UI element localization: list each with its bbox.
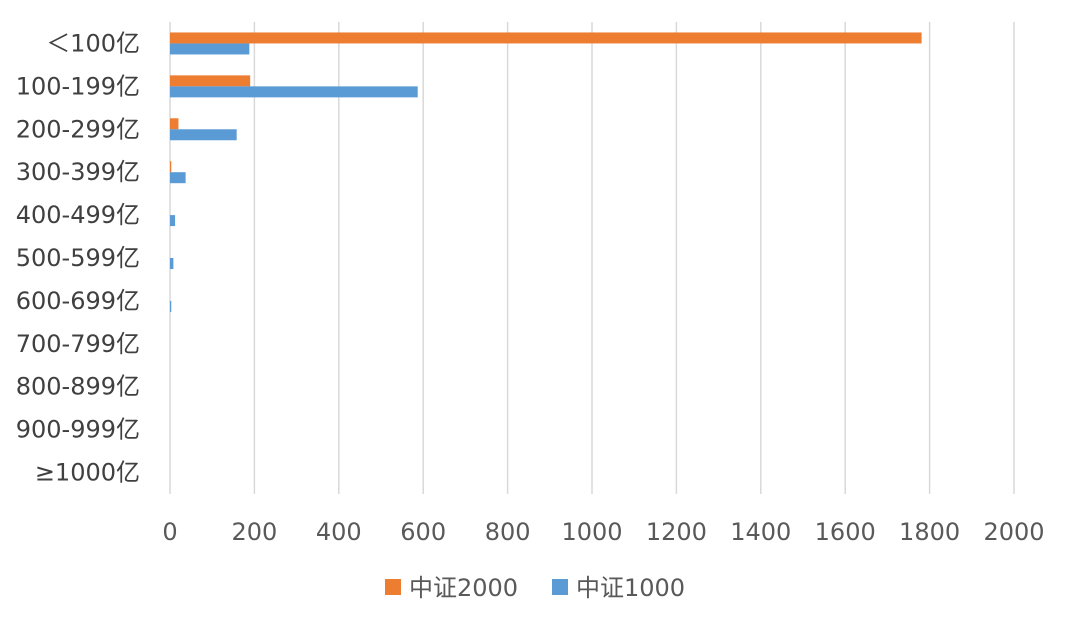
category-label: ≥1000亿 [35, 459, 140, 487]
x-tick-label: 1800 [899, 518, 960, 546]
category-labels: ＜100亿 100-199亿 200-299亿 300-399亿 400-499亿 500… [16, 29, 140, 486]
legend: 中证2000 中证1000 [385, 574, 685, 602]
category-label: 200-299亿 [16, 115, 140, 143]
gridlines [169, 22, 1015, 494]
bar-csi1000 [170, 300, 172, 312]
legend-label: 中证1000 [576, 574, 685, 602]
category-label: ＜100亿 [46, 29, 140, 57]
x-tick-label: 800 [485, 518, 531, 546]
legend-label: 中证2000 [409, 574, 518, 602]
category-label: 500-599亿 [16, 244, 140, 272]
x-tick-labels: 0 200 400 600 800 1000 1200 1400 1600 1800 2000 [162, 518, 1044, 546]
bar-csi2000 [170, 161, 172, 173]
bar-csi1000 [170, 258, 174, 269]
category-label: 800-899亿 [16, 373, 140, 401]
x-tick-label: 1200 [646, 518, 707, 546]
bar-csi1000 [170, 172, 186, 184]
x-tick-label: 200 [231, 518, 277, 546]
bar-csi2000 [170, 75, 251, 87]
x-tick-label: 1400 [730, 518, 791, 546]
category-label: 900-999亿 [16, 416, 140, 444]
bar-csi1000 [170, 129, 237, 141]
x-tick-label: 1600 [815, 518, 876, 546]
x-tick-label: 400 [316, 518, 362, 546]
bar-csi2000 [170, 118, 179, 130]
category-label: 700-799亿 [16, 330, 140, 358]
bar-csi2000 [170, 32, 922, 44]
x-tick-label: 600 [400, 518, 446, 546]
legend-swatch [552, 579, 568, 595]
x-tick-label: 0 [162, 518, 177, 546]
category-label: 400-499亿 [16, 201, 140, 229]
bar-csi1000 [170, 215, 176, 227]
category-label: 100-199亿 [16, 72, 140, 100]
bars [170, 32, 922, 312]
bar-csi1000 [170, 86, 418, 98]
category-label: 600-699亿 [16, 287, 140, 315]
bar-csi1000 [170, 43, 250, 55]
x-tick-label: 2000 [983, 518, 1044, 546]
x-tick-label: 1000 [561, 518, 622, 546]
legend-swatch [385, 579, 401, 595]
category-label: 300-399亿 [16, 158, 140, 186]
